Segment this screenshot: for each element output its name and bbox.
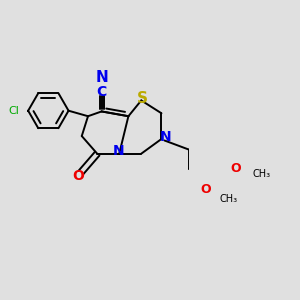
Text: Cl: Cl (8, 106, 19, 116)
Text: S: S (137, 91, 148, 106)
Text: N: N (95, 70, 108, 85)
Text: N: N (113, 145, 124, 158)
Text: O: O (72, 169, 84, 183)
Text: N: N (159, 130, 171, 144)
Text: C: C (97, 85, 107, 99)
Text: CH₃: CH₃ (220, 194, 238, 204)
Text: O: O (200, 183, 211, 196)
Text: O: O (231, 162, 241, 175)
Text: CH₃: CH₃ (253, 169, 271, 179)
